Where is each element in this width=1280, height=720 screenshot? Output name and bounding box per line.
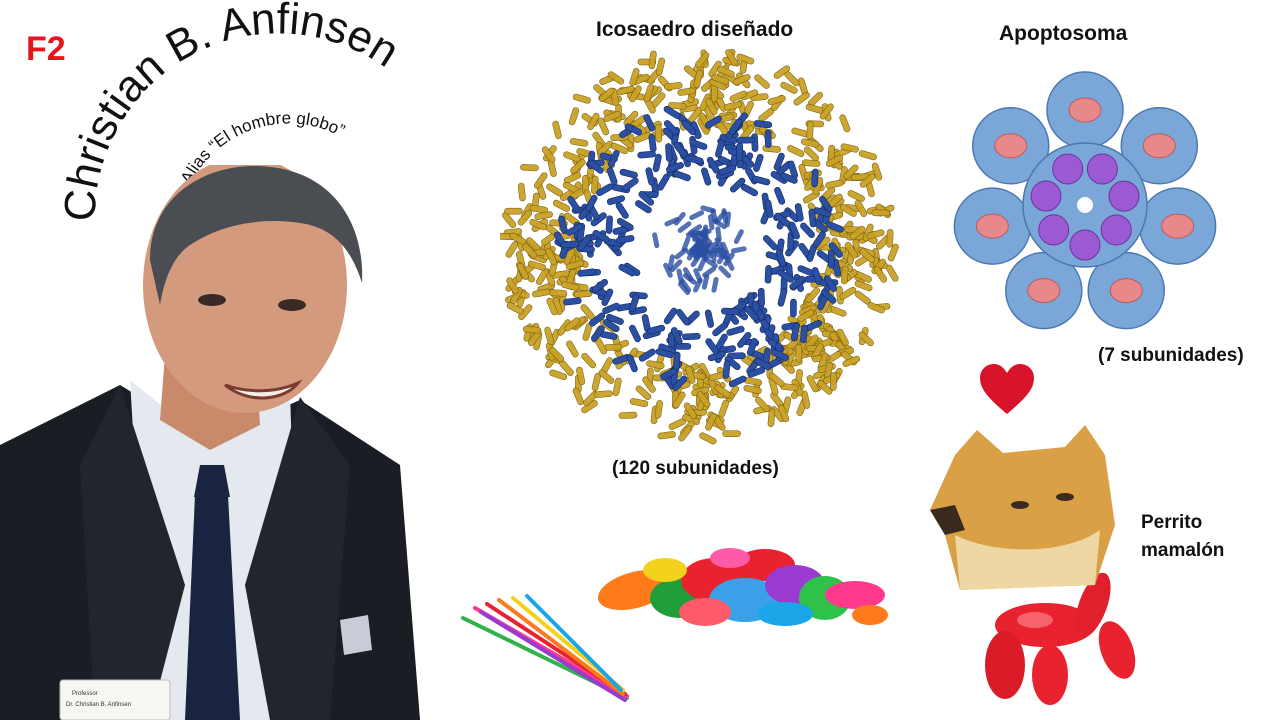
long-balloons <box>461 594 629 702</box>
icosahedron-structure <box>500 48 899 445</box>
dog-label-line-1: Perrito <box>1141 512 1203 533</box>
balloon-pile <box>598 548 888 626</box>
icosahedron-caption: (120 subunidades) <box>612 458 779 479</box>
slide-tag: F2 <box>26 30 66 68</box>
badge-line-2: Dr. Christian B. Anfinsen <box>66 702 131 708</box>
heart-icon <box>980 364 1034 414</box>
apoptosome-title: Apoptosoma <box>999 22 1128 45</box>
badge-line-1: Professor <box>72 691 98 697</box>
apoptosome-caption: (7 subunidades) <box>1098 345 1244 366</box>
balloon-dog <box>930 425 1136 705</box>
apoptosome-structure <box>953 71 1217 330</box>
dog-label: Perrito mamalón <box>1141 509 1224 565</box>
portrait-photo: Professor Dr. Christian B. Anfinsen <box>0 165 420 720</box>
icosahedron-title: Icosaedro diseñado <box>596 18 794 41</box>
dog-label-line-2: mamalón <box>1141 540 1225 561</box>
